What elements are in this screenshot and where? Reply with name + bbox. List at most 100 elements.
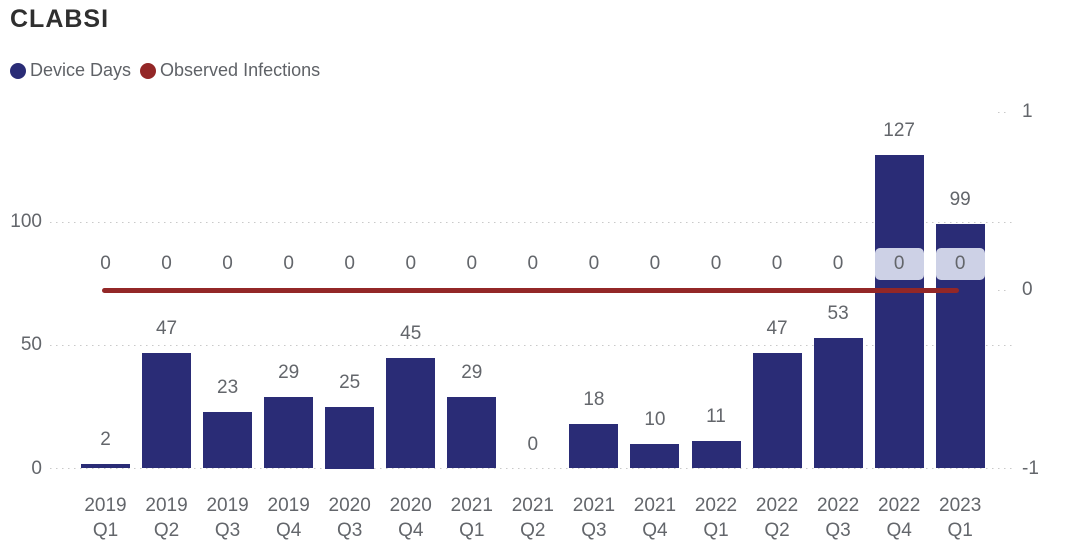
legend-item-observed-infections[interactable]: Observed Infections: [140, 60, 320, 81]
bar-2019-q1[interactable]: [81, 463, 130, 469]
x-axis-label-year: 2020: [389, 495, 432, 516]
bar-value-label: 2: [100, 428, 111, 450]
bar-2022-q1[interactable]: [691, 441, 741, 469]
bar-value-label: 45: [400, 322, 422, 344]
left-axis-tick-label: 50: [20, 334, 42, 356]
line-value-label: 0: [832, 253, 844, 274]
bar-value-label: 0: [527, 433, 539, 455]
x-axis-label-quarter: Q2: [153, 520, 180, 541]
x-axis-label-quarter: Q2: [764, 520, 790, 541]
gridline: [50, 344, 1012, 346]
x-axis-label-quarter: Q3: [825, 520, 851, 541]
bar-value-label: 47: [766, 317, 788, 339]
x-axis-label: 2021 Q2: [501, 493, 565, 543]
x-axis-label: 2019 Q2: [135, 493, 199, 543]
right-axis-tick-label: -1: [1022, 457, 1039, 479]
legend-item-label: Observed Infections: [160, 60, 321, 80]
line-value-label: 0: [954, 253, 966, 274]
x-axis-label: 2022 Q2: [745, 493, 809, 543]
bar-value-label: 25: [339, 371, 361, 393]
line-value-label: 0: [100, 253, 111, 274]
bar-2020-q3[interactable]: [325, 406, 375, 469]
gridline: [50, 221, 1012, 223]
bar-2019-q3[interactable]: [203, 411, 253, 469]
x-axis-label-year: 2020: [328, 495, 371, 516]
right-axis-tick-label: 0: [1022, 279, 1033, 301]
legend-item-label: Device Days: [30, 60, 132, 80]
x-axis-label-quarter: Q1: [459, 520, 485, 541]
left-axis-tick-label: 0: [31, 457, 42, 479]
bar-value-label: 127: [883, 120, 915, 142]
bar-2021-q1[interactable]: [447, 397, 497, 469]
line-value-label: 0: [344, 253, 355, 274]
x-axis-label-quarter: Q3: [214, 520, 241, 541]
x-axis-label: 2019 Q4: [257, 493, 321, 543]
bar-2021-q3[interactable]: [569, 424, 619, 469]
x-axis-label: 2021 Q1: [440, 493, 504, 543]
observed-infections-dot-icon: [140, 62, 157, 79]
line-value-label: 0: [771, 253, 783, 274]
bar-value-label: 29: [278, 362, 300, 383]
bar-2022-q4[interactable]: [874, 155, 924, 469]
x-axis-label-quarter: Q3: [337, 520, 363, 541]
legend: Device Days Observed Infections: [10, 60, 320, 81]
x-axis-label: 2023 Q1: [928, 493, 992, 543]
bar-value-label: 29: [461, 362, 483, 383]
x-axis-label-year: 2022: [878, 495, 921, 516]
x-axis-label-year: 2019: [206, 495, 249, 516]
x-axis-label-year: 2021: [511, 495, 554, 516]
x-axis-label-year: 2022: [694, 495, 738, 516]
x-axis-label-quarter: Q2: [520, 520, 546, 541]
x-axis-label: 2019 Q3: [196, 493, 260, 543]
bar-value-label: 10: [644, 408, 666, 430]
legend-item-device-days[interactable]: Device Days: [10, 60, 131, 81]
line-value-label: 0: [893, 253, 905, 274]
x-axis-label-year: 2021: [633, 495, 677, 516]
x-axis-label: 2021 Q4: [623, 493, 687, 543]
bar-2021-q4[interactable]: [630, 443, 680, 469]
x-axis-label: 2022 Q3: [806, 493, 870, 543]
x-axis-label: 2020 Q3: [318, 493, 382, 543]
x-axis-label-year: 2021: [572, 495, 616, 516]
x-axis-label-quarter: Q4: [275, 520, 302, 541]
gridline: [50, 468, 1012, 469]
line-value-label: 0: [283, 253, 294, 274]
x-axis-label: 2022 Q4: [867, 493, 931, 543]
bar-2019-q2[interactable]: [142, 352, 192, 469]
x-axis-label-year: 2019: [145, 495, 188, 516]
bar-value-label: 99: [949, 189, 971, 211]
bar-2020-q4[interactable]: [386, 357, 436, 469]
bar-2022-q3[interactable]: [813, 337, 863, 469]
bar-value-label: 53: [827, 302, 849, 324]
left-axis-tick-label: 100: [10, 211, 42, 232]
x-axis-label-year: 2021: [450, 495, 493, 516]
x-axis-label-quarter: Q1: [947, 520, 973, 541]
x-axis-label: 2020 Q4: [379, 493, 443, 543]
line-value-label: 0: [527, 253, 539, 274]
x-axis-label-quarter: Q4: [886, 520, 912, 541]
x-axis-label-quarter: Q4: [398, 520, 424, 541]
x-axis-label-quarter: Q3: [581, 520, 607, 541]
bar-2019-q4[interactable]: [264, 397, 314, 469]
x-axis-label-quarter: Q4: [642, 520, 668, 541]
x-axis-label-year: 2022: [816, 495, 860, 516]
observed-infections-line[interactable]: [102, 287, 959, 293]
bar-value-label: 11: [706, 406, 726, 428]
right-axis-tick: [998, 289, 1010, 291]
line-value-label: 0: [222, 253, 233, 274]
right-axis-tick: [998, 111, 1010, 113]
line-value-label: 0: [588, 253, 600, 274]
x-axis-label-year: 2019: [84, 495, 127, 516]
line-value-label: 0: [466, 253, 478, 274]
bar-2022-q2[interactable]: [752, 352, 802, 469]
x-axis-label: 2022 Q1: [684, 493, 748, 543]
x-axis-label-year: 2023: [939, 495, 982, 516]
line-value-label: 0: [405, 253, 417, 274]
x-axis-label: 2021 Q3: [562, 493, 626, 543]
bar-value-label: 47: [155, 317, 178, 339]
x-axis-label-year: 2019: [267, 495, 310, 516]
right-axis-tick-label: 1: [1022, 101, 1033, 122]
x-axis-label-quarter: Q1: [92, 520, 119, 541]
